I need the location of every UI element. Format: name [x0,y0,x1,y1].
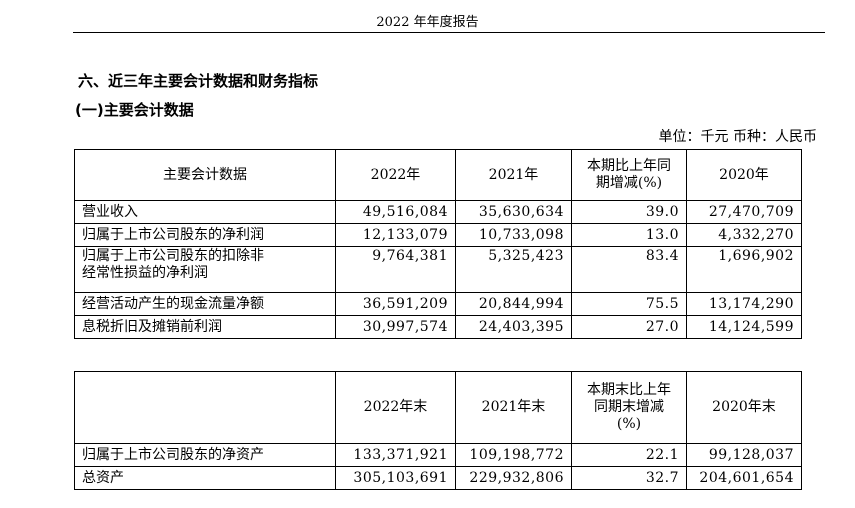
table-row: 归属于上市公司股东的扣除非 经常性损益的净利润 9,764,381 5,325,… [74,246,802,293]
header-cell: 2022年末 [335,371,456,444]
header-cell: 2022年 [335,149,456,201]
value-2021: 229,932,806 [455,466,572,490]
row-label-line: 经常性损益的净利润 [82,265,208,281]
table-row: 营业收入 49,516,084 35,630,634 39.0 27,470,7… [74,200,802,224]
value-2020: 13,174,290 [686,292,802,316]
value-2022: 9,764,381 [335,246,456,293]
table-header-row: 主要会计数据 2022年 2021年 本期比上年同 期增减(%) 2020年 [74,149,802,201]
table-row: 息税折旧及摊销前利润 30,997,574 24,403,395 27.0 14… [74,315,802,339]
row-label: 经营活动产生的现金流量净额 [74,292,336,316]
header-cell: 2020年末 [686,371,802,444]
value-2022: 36,591,209 [335,292,456,316]
table-header-row: 2022年末 2021年末 本期末比上年 同期末增减 (%) 2020年末 [74,371,802,444]
header-cell: 2021年末 [455,371,572,444]
header-line: 期增减(%) [595,175,663,191]
header-line: (%) [616,416,642,432]
value-2022: 305,103,691 [335,466,456,490]
value-2020: 204,601,654 [686,466,802,490]
value-2020: 1,696,902 [686,246,802,293]
row-label: 营业收入 [74,200,336,224]
year-end-balance-table: 2022年末 2021年末 本期末比上年 同期末增减 (%) 2020年末 归属… [74,371,802,490]
header-cell-empty [74,371,336,444]
value-2021: 24,403,395 [455,315,572,339]
table-row: 归属于上市公司股东的净利润 12,133,079 10,733,098 13.0… [74,223,802,247]
value-2020: 4,332,270 [686,223,802,247]
value-2021: 109,198,772 [455,443,572,467]
row-label: 息税折旧及摊销前利润 [74,315,336,339]
page-header-title: 2022 年年度报告 [376,15,479,30]
value-change-pct: 83.4 [571,246,687,293]
main-accounting-data-table: 主要会计数据 2022年 2021年 本期比上年同 期增减(%) 2020年 营… [74,149,802,339]
value-change-pct: 13.0 [571,223,687,247]
value-2022: 49,516,084 [335,200,456,224]
value-change-pct: 22.1 [571,443,687,467]
header-cell: 2021年 [455,149,572,201]
header-line: 同期末增减 [594,399,664,415]
value-change-pct: 32.7 [571,466,687,490]
header-divider [73,32,825,33]
value-2021: 20,844,994 [455,292,572,316]
unit-currency-note: 单位：千元 币种：人民币 [658,129,817,145]
value-change-pct: 75.5 [571,292,687,316]
value-2022: 12,133,079 [335,223,456,247]
value-2022: 30,997,574 [335,315,456,339]
section-title: 六、近三年主要会计数据和财务指标 [78,72,319,90]
header-cell-change-pct: 本期末比上年 同期末增减 (%) [571,371,687,444]
value-2021: 5,325,423 [455,246,572,293]
value-2021: 35,630,634 [455,200,572,224]
value-2021: 10,733,098 [455,223,572,247]
header-line: 本期比上年同 [587,158,671,174]
value-2020: 99,128,037 [686,443,802,467]
subsection-title: (一)主要会计数据 [75,101,194,119]
header-line: 本期末比上年 [587,382,671,398]
row-label: 归属于上市公司股东的净资产 [74,443,336,467]
row-label: 归属于上市公司股东的扣除非 经常性损益的净利润 [74,246,336,293]
header-cell: 2020年 [686,149,802,201]
table-row: 归属于上市公司股东的净资产 133,371,921 109,198,772 22… [74,443,802,467]
value-change-pct: 27.0 [571,315,687,339]
row-label: 归属于上市公司股东的净利润 [74,223,336,247]
value-2020: 14,124,599 [686,315,802,339]
value-2022: 133,371,921 [335,443,456,467]
value-change-pct: 39.0 [571,200,687,224]
row-label: 总资产 [74,466,336,490]
header-cell-change-pct: 本期比上年同 期增减(%) [571,149,687,201]
table-row: 经营活动产生的现金流量净额 36,591,209 20,844,994 75.5… [74,292,802,316]
value-2020: 27,470,709 [686,200,802,224]
header-cell: 主要会计数据 [74,149,336,201]
table-row: 总资产 305,103,691 229,932,806 32.7 204,601… [74,466,802,490]
row-label-line: 归属于上市公司股东的扣除非 [82,248,264,264]
